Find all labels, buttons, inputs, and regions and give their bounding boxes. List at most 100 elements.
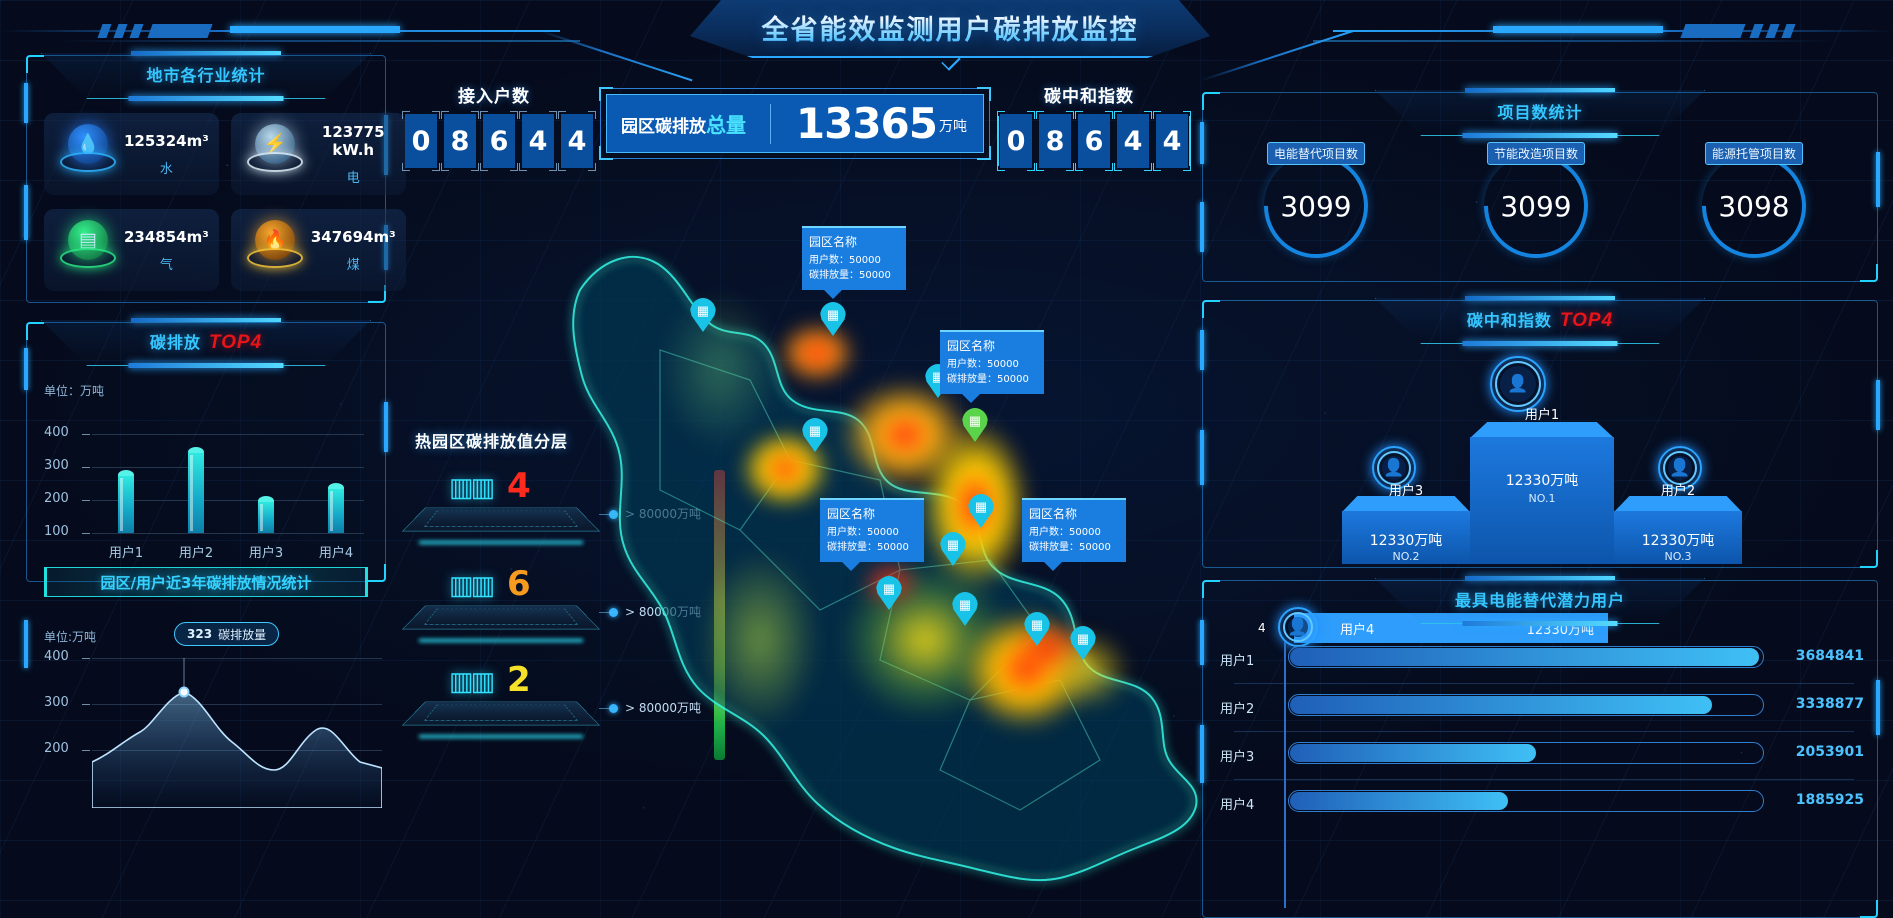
avatar-rank1[interactable]: 👤 (1490, 356, 1546, 412)
potential-user-row-1[interactable]: 用户1 3684841 (1220, 636, 1864, 684)
map-infobox-4[interactable]: 园区名称 用户数：50000 碳排放量：50000 (1022, 498, 1126, 571)
heat-layer-count: 2 (507, 660, 531, 700)
building-icon: ▦ (826, 307, 840, 322)
water-drop-icon: 💧 (52, 118, 124, 190)
page-title: 全省能效监测用户碳排放监控 (690, 8, 1210, 47)
user-icon: 👤 (1382, 456, 1406, 480)
y-tick-300: 300 (44, 458, 69, 473)
app-header: 全省能效监测用户碳排放监控 (0, 0, 1893, 82)
infobox-emission: 碳排放量：50000 (827, 541, 909, 553)
podium-name-rank1: 用户1 (1524, 408, 1560, 423)
total-emission-unit: 万吨 (939, 119, 967, 135)
rank4-name: 用户4 (1340, 622, 1375, 638)
heat-layer-count: 4 (507, 466, 531, 506)
project-label: 电能替代项目数 (1266, 142, 1366, 165)
industry-card-coal[interactable]: 🔥 347694m³ 煤 (230, 209, 406, 291)
potential-user-row-4[interactable]: 用户4 1885925 (1220, 780, 1864, 828)
total-emission-label: 园区碳排放总量 (621, 109, 746, 138)
map-marker-9[interactable]: ▦ (952, 592, 978, 626)
potential-user-row-2[interactable]: 用户2 3338877 (1220, 684, 1864, 732)
project-circle-energy-hosting[interactable]: 3098 能源托管项目数 (1680, 132, 1828, 280)
province-heatmap[interactable]: ▦ ▦ ▦ ▦ ▦ ▦ ▦ ▦ ▦ ▦ ▦ 园区名称 用户数：50000 碳排放… (540, 226, 1240, 918)
households-counter: 接入户数 0 8 6 4 4 (402, 82, 596, 176)
project-circle-energy-retrofit[interactable]: 3099 节能改造项目数 (1462, 132, 1610, 280)
bar-user1[interactable] (118, 470, 134, 533)
neutrality-rank4-row[interactable]: 4 用户4 12330万吨 👤 (1258, 607, 1608, 647)
industry-value: 234854m³ (124, 227, 209, 246)
industry-stats-panel: 地市各行业统计 💧 125324m³ 水 ⚡ 123775 kW.h 电 (24, 51, 406, 303)
podium-rank: NO.3 (1664, 550, 1692, 563)
gas-meter-icon: ▤ (52, 214, 124, 286)
heat-layer-slab-3[interactable]: ▥▥ 2 (401, 660, 601, 742)
user-icon: 👤 (1287, 617, 1309, 637)
neutrality-top4-header (1375, 296, 1705, 346)
podium-rank2[interactable]: 12330万吨 NO.2 (1342, 496, 1470, 564)
map-marker-6[interactable]: ▦ (968, 494, 994, 528)
infobox-emission: 碳排放量：50000 (947, 373, 1029, 385)
avatar-rank3[interactable]: 👤 (1658, 446, 1702, 490)
map-marker-11[interactable]: ▦ (1070, 626, 1096, 660)
heat-layer-slab-2[interactable]: ▥▥ 6 (401, 564, 601, 646)
header-banner (690, 0, 1210, 58)
building-icon: ▦ (968, 413, 982, 428)
building-icon: ▥▥ (449, 472, 495, 502)
recent3y-series (92, 658, 382, 808)
map-marker-8[interactable]: ▦ (876, 576, 902, 610)
podium-name-rank2: 用户3 (1388, 484, 1424, 499)
potential-user-name: 用户1 (1220, 654, 1255, 669)
podium-rank: NO.2 (1392, 550, 1420, 563)
x-label-user3: 用户3 (248, 546, 284, 561)
recent3y-ribbon[interactable]: 园区/用户近3年碳排放情况统计 (44, 567, 368, 597)
bar-user4[interactable] (328, 483, 344, 533)
industry-card-water[interactable]: 💧 125324m³ 水 (44, 113, 219, 195)
building-icon: ▦ (974, 499, 988, 514)
potential-user-value: 3338877 (1795, 696, 1864, 712)
map-marker-4[interactable]: ▦ (962, 408, 988, 442)
neutrality-counter-label: 碳中和指数 (1044, 87, 1134, 107)
map-marker-2[interactable]: ▦ (820, 302, 846, 336)
project-circle-power-substitution[interactable]: 3099 电能替代项目数 (1242, 132, 1390, 280)
neutrality-top4-title-text: 碳中和指数 (1466, 311, 1552, 330)
building-icon: ▦ (958, 597, 972, 612)
avatar-rank2[interactable]: 👤 (1372, 446, 1416, 490)
podium-rank3[interactable]: 12330万吨 NO.3 (1614, 496, 1742, 564)
y-tick-300-area: 300 (44, 695, 69, 710)
bar-user2[interactable] (188, 447, 204, 533)
map-marker-7[interactable]: ▦ (940, 532, 966, 566)
industry-card-gas[interactable]: ▤ 234854m³ 气 (44, 209, 219, 291)
map-marker-10[interactable]: ▦ (1024, 612, 1050, 646)
emission-top4-title-text: 碳排放 (149, 333, 201, 352)
households-counter-label: 接入户数 (458, 87, 530, 107)
infobox-users: 用户数：50000 (1029, 527, 1101, 538)
header-wing-right (1193, 16, 1893, 82)
podium-name-rank3: 用户2 (1660, 484, 1696, 499)
map-infobox-2[interactable]: 园区名称 用户数：50000 碳排放量：50000 (940, 330, 1044, 403)
header-wing-left (0, 16, 700, 82)
heat-layer-slab-1[interactable]: ▥▥ 4 (401, 466, 601, 548)
digit: 0 (402, 111, 440, 171)
podium-rank1[interactable]: 12330万吨 NO.1 (1470, 422, 1614, 564)
industry-label: 气 (159, 257, 173, 273)
potential-user-track (1288, 646, 1764, 668)
emission-top4-badge: TOP4 (208, 332, 263, 353)
map-marker-1[interactable]: ▦ (690, 298, 716, 332)
total-emission-box: 园区碳排放总量 13365 万吨 (599, 87, 991, 160)
recent3y-tooltip-label: 碳排放量 (218, 627, 267, 642)
digit: 8 (1036, 111, 1074, 171)
building-icon: ▦ (696, 303, 710, 318)
emission-top4-panel: 碳排放 TOP4 单位：万吨 400 300 200 100 用户1 用户2 用户… (24, 318, 388, 597)
project-label: 能源托管项目数 (1704, 142, 1804, 165)
bar-user3[interactable] (258, 496, 274, 533)
potential-user-name: 用户3 (1220, 750, 1255, 765)
potential-user-row-3[interactable]: 用户3 2053901 (1220, 732, 1864, 780)
map-infobox-1[interactable]: 园区名称 用户数：50000 碳排放量：50000 (802, 226, 906, 299)
potential-user-value: 3684841 (1795, 648, 1864, 664)
potential-users-title: 最具电能替代潜力用户 (1454, 591, 1625, 610)
user-icon: 👤 (1668, 456, 1692, 480)
digit: 4 (1153, 111, 1191, 171)
project-stats-header (1375, 88, 1705, 138)
industry-card-electricity[interactable]: ⚡ 123775 kW.h 电 (230, 113, 406, 195)
map-infobox-3[interactable]: 园区名称 用户数：50000 碳排放量：50000 (820, 498, 924, 571)
map-marker-5[interactable]: ▦ (802, 418, 828, 452)
total-emission-value: 13365 (795, 99, 938, 148)
